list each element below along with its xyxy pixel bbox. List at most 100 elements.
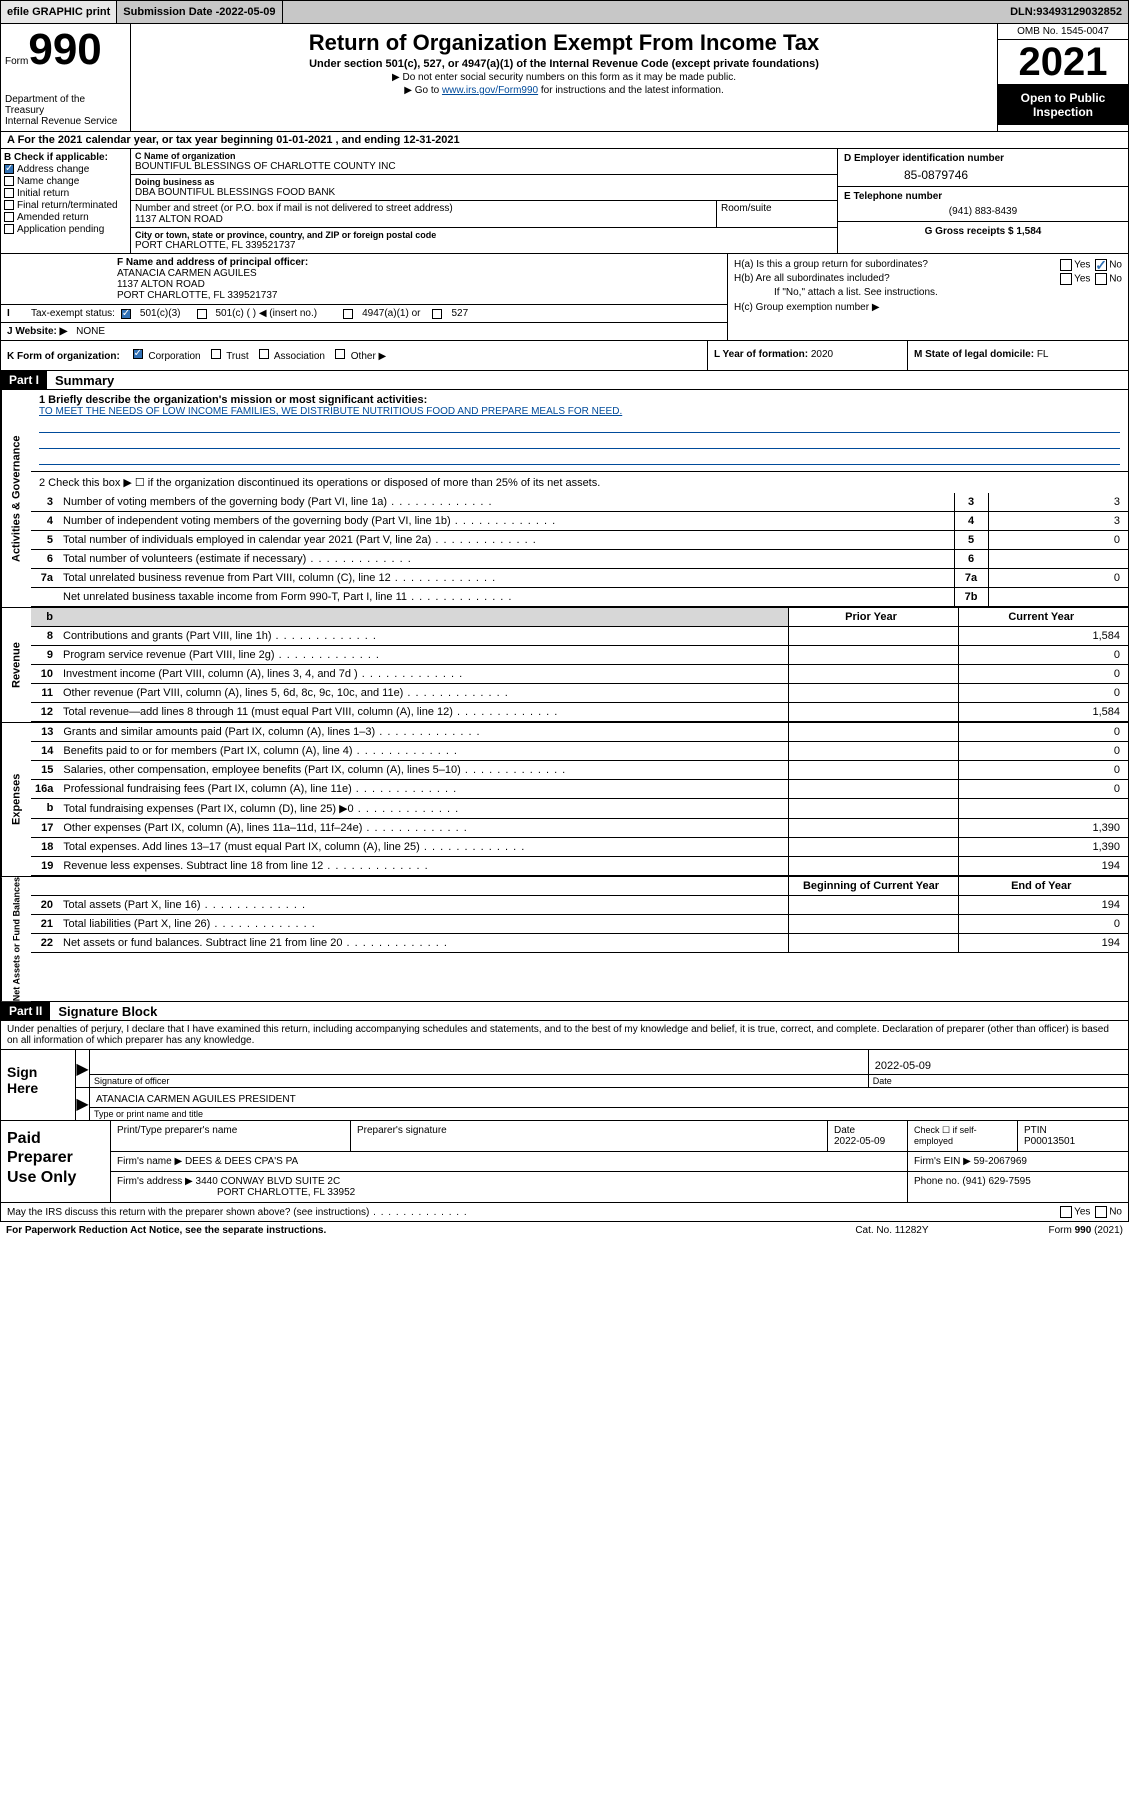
- form-year-block: OMB No. 1545-0047 2021 Open to Public In…: [998, 24, 1128, 131]
- vtab-revenue: Revenue: [1, 608, 31, 722]
- box-b-checkbox[interactable]: [4, 176, 14, 186]
- form-word: Form: [5, 56, 28, 67]
- 4947-checkbox[interactable]: [343, 309, 353, 319]
- form-org-checkbox[interactable]: [133, 349, 143, 359]
- form-org-checkbox[interactable]: [211, 349, 221, 359]
- prep-sig-hdr: Preparer's signature: [351, 1121, 828, 1151]
- dln-value: 93493129032852: [1036, 6, 1122, 18]
- prep-name-hdr: Print/Type preparer's name: [111, 1121, 351, 1151]
- box-c: C Name of organization BOUNTIFUL BLESSIN…: [131, 149, 838, 253]
- firm-addr1: 3440 CONWAY BLVD SUITE 2C: [196, 1176, 341, 1187]
- netassets-table: Beginning of Current YearEnd of Year20To…: [31, 877, 1128, 953]
- box-b-label: Address change: [17, 164, 89, 175]
- dln: DLN: 93493129032852: [1004, 1, 1128, 23]
- dba-label: Doing business as: [135, 177, 833, 187]
- expenses-table: 13Grants and similar amounts paid (Part …: [31, 723, 1128, 876]
- room-label: Room/suite: [721, 203, 833, 214]
- box-b-checkbox[interactable]: [4, 188, 14, 198]
- tax-period-row: A For the 2021 calendar year, or tax yea…: [0, 132, 1129, 149]
- top-bar: efile GRAPHIC print Submission Date - 20…: [0, 0, 1129, 24]
- discuss-row: May the IRS discuss this return with the…: [0, 1203, 1129, 1222]
- firm-addr2: PORT CHARLOTTE, FL 33952: [117, 1187, 355, 1198]
- box-b-checkbox[interactable]: [4, 224, 14, 234]
- box-b-label: Initial return: [17, 188, 69, 199]
- 501c3-checkbox[interactable]: [121, 309, 131, 319]
- tax-year: 2021: [998, 40, 1128, 85]
- gross-value: 1,584: [1016, 226, 1041, 237]
- ptin-value: P00013501: [1024, 1136, 1122, 1147]
- prep-date-hdr: Date: [834, 1125, 901, 1136]
- form-org-checkbox[interactable]: [335, 349, 345, 359]
- preparer-title: Paid Preparer Use Only: [1, 1121, 111, 1202]
- table-row: 12Total revenue—add lines 8 through 11 (…: [31, 703, 1128, 722]
- table-row: 10Investment income (Part VIII, column (…: [31, 665, 1128, 684]
- vtab-expenses: Expenses: [1, 723, 31, 876]
- sig-date-value: 2022-05-09: [869, 1058, 1128, 1074]
- part1-tag: Part I: [1, 371, 47, 389]
- hb-yes[interactable]: [1060, 273, 1072, 285]
- domicile-value: FL: [1037, 349, 1049, 360]
- ha-label: H(a) Is this a group return for subordin…: [734, 259, 928, 271]
- hb-hint: If "No," attach a list. See instructions…: [734, 287, 1122, 298]
- part1-title: Summary: [47, 373, 114, 388]
- efile-print-button[interactable]: efile GRAPHIC print: [1, 1, 117, 23]
- part2-title: Signature Block: [50, 1004, 157, 1019]
- box-b-checkbox[interactable]: [4, 200, 14, 210]
- sub-date-label: Submission Date -: [123, 6, 219, 18]
- form-org-label: K Form of organization:: [7, 351, 120, 362]
- opt-527: 527: [451, 308, 468, 319]
- firm-phone-label: Phone no.: [914, 1176, 962, 1187]
- 501c-checkbox[interactable]: [197, 309, 207, 319]
- prep-self-emp: Check ☐ if self-employed: [908, 1121, 1018, 1151]
- officer-name: ATANACIA CARMEN AGUILES: [117, 268, 257, 279]
- ha-yes[interactable]: [1060, 259, 1072, 271]
- table-row: bTotal fundraising expenses (Part IX, co…: [31, 799, 1128, 819]
- 527-checkbox[interactable]: [432, 309, 442, 319]
- footer: For Paperwork Reduction Act Notice, see …: [0, 1222, 1129, 1239]
- phone-label: E Telephone number: [844, 191, 1122, 202]
- discuss-no[interactable]: [1095, 1206, 1107, 1218]
- org-name: BOUNTIFUL BLESSINGS OF CHARLOTTE COUNTY …: [135, 161, 833, 172]
- open-public-badge: Open to Public Inspection: [998, 85, 1128, 125]
- box-b-checkbox[interactable]: [4, 212, 14, 222]
- table-row: Net unrelated business taxable income fr…: [31, 588, 1128, 607]
- dba-value: DBA BOUNTIFUL BLESSINGS FOOD BANK: [135, 187, 833, 198]
- box-b-item: Initial return: [4, 188, 127, 199]
- table-row: 20Total assets (Part X, line 16)194: [31, 896, 1128, 915]
- dept-line1: Department of the Treasury: [5, 94, 126, 116]
- row-klm: K Form of organization: Corporation Trus…: [0, 341, 1129, 371]
- discuss-yes[interactable]: [1060, 1206, 1072, 1218]
- table-row: 21Total liabilities (Part X, line 26)0: [31, 915, 1128, 934]
- form-org-checkbox[interactable]: [259, 349, 269, 359]
- table-row: 11Other revenue (Part VIII, column (A), …: [31, 684, 1128, 703]
- gross-label: G Gross receipts $: [925, 226, 1017, 237]
- paperwork-notice: For Paperwork Reduction Act Notice, see …: [6, 1225, 326, 1236]
- discuss-label: May the IRS discuss this return with the…: [7, 1207, 468, 1218]
- table-row: 16aProfessional fundraising fees (Part I…: [31, 780, 1128, 799]
- form-ref: Form 990 (2021): [1049, 1225, 1123, 1236]
- officer-addr1: 1137 ALTON ROAD: [117, 279, 205, 290]
- box-b-checkbox[interactable]: [4, 164, 14, 174]
- sig-name-value: ATANACIA CARMEN AGUILES PRESIDENT: [90, 1092, 1128, 1107]
- box-b-item: Application pending: [4, 224, 127, 235]
- hb-label: H(b) Are all subordinates included?: [734, 273, 890, 285]
- part2-tag: Part II: [1, 1002, 50, 1020]
- revenue-block: Revenue bPrior YearCurrent Year8Contribu…: [0, 608, 1129, 723]
- sign-here-label: Sign Here: [1, 1050, 76, 1120]
- sig-name-label: Type or print name and title: [90, 1107, 1128, 1120]
- hb-no[interactable]: [1095, 273, 1107, 285]
- ein-label: D Employer identification number: [844, 153, 1122, 164]
- domicile-label: M State of legal domicile:: [914, 349, 1037, 360]
- table-row: 19Revenue less expenses. Subtract line 1…: [31, 857, 1128, 876]
- firm-ein-label: Firm's EIN ▶: [914, 1156, 974, 1167]
- irs-link[interactable]: www.irs.gov/Form990: [442, 85, 538, 96]
- ha-no[interactable]: [1095, 259, 1107, 271]
- vtab-netassets: Net Assets or Fund Balances: [1, 877, 31, 1001]
- city-value: PORT CHARLOTTE, FL 339521737: [135, 240, 833, 251]
- vtab-governance: Activities & Governance: [1, 390, 31, 607]
- form-number-block: Form990 Department of the Treasury Inter…: [1, 24, 131, 131]
- box-b-item: Amended return: [4, 212, 127, 223]
- firm-phone-value: (941) 629-7595: [962, 1176, 1030, 1187]
- gross-receipts: G Gross receipts $ 1,584: [838, 222, 1128, 241]
- mission-label: 1 Briefly describe the organization's mi…: [39, 394, 1120, 406]
